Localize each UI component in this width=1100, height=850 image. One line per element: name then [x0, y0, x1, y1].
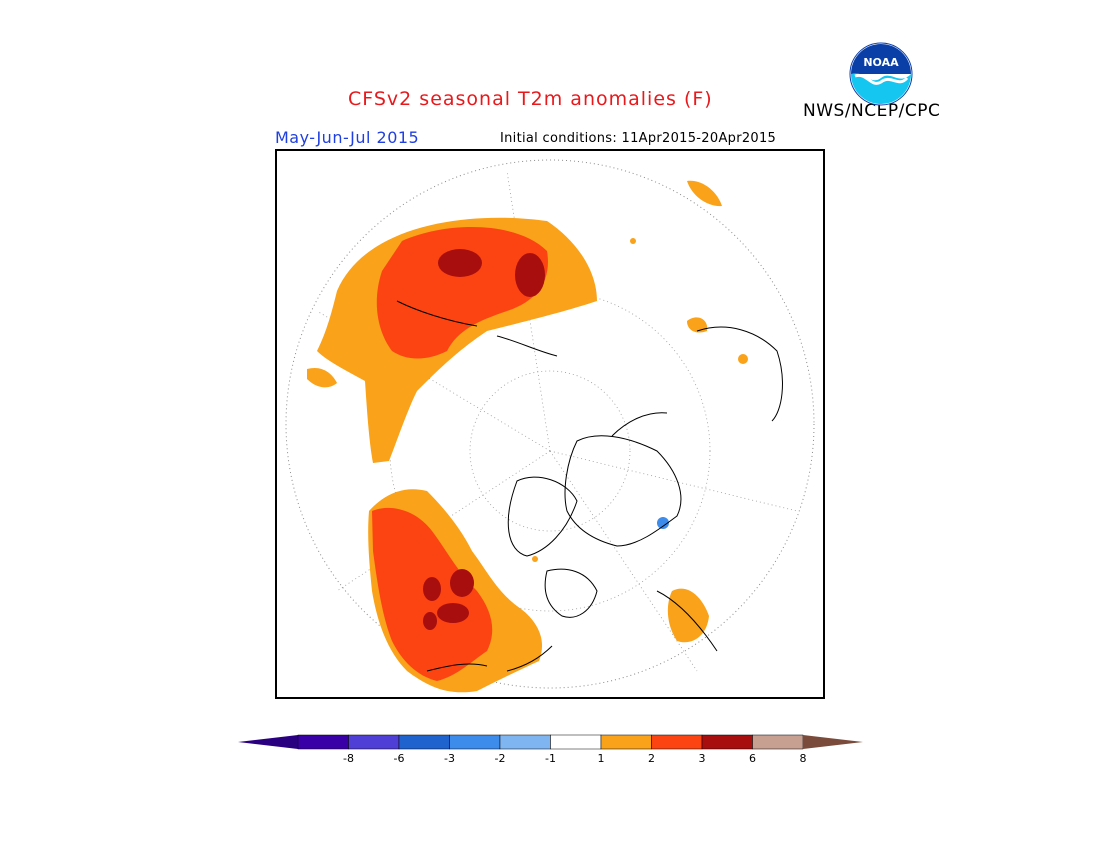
initial-conditions-label: Initial conditions: 11Apr2015-20Apr2015	[500, 131, 777, 146]
colorbar-bin	[651, 734, 703, 750]
colorbar-tick-label: 3	[698, 752, 706, 765]
colorbar-bin	[348, 734, 400, 750]
colorbar-bin	[752, 734, 804, 750]
colorbar-bin	[550, 734, 602, 750]
colorbar-tick-label: -1	[545, 752, 556, 765]
polar-map	[275, 149, 825, 699]
colorbar-tick-label: -6	[393, 752, 405, 765]
colorbar-tick-label: -8	[343, 752, 354, 765]
colorbar-tick-label: 8	[799, 752, 807, 765]
anomaly-eurasia	[307, 180, 748, 463]
organization-label: NWS/NCEP/CPC	[803, 101, 941, 121]
anomaly-negative-spot	[657, 517, 669, 529]
colorbar-tick-label: 6	[749, 752, 756, 765]
colorbar-end-high	[803, 735, 863, 749]
season-label: May-Jun-Jul 2015	[275, 128, 420, 147]
colorbar-bin	[297, 734, 349, 750]
coastlines	[396, 300, 783, 672]
colorbar-bins	[297, 734, 804, 750]
colorbar-tick-label: -3	[444, 752, 455, 765]
anomaly-north-america	[368, 489, 543, 693]
colorbar-bin	[600, 734, 652, 750]
polar-map-canvas	[285, 159, 815, 693]
colorbar-tick-label: -2	[494, 752, 506, 765]
colorbar-end-low	[238, 735, 298, 749]
colorbar-tick-label: 2	[648, 752, 655, 765]
colorbar-bin	[398, 734, 450, 750]
colorbar-bin	[701, 734, 753, 750]
colorbar-bin	[449, 734, 501, 750]
map-title: CFSv2 seasonal T2m anomalies (F)	[348, 88, 713, 110]
noaa-logo: NOAA	[849, 42, 913, 106]
colorbar	[238, 734, 863, 750]
colorbar-bin	[499, 734, 551, 750]
colorbar-tick-label: 1	[597, 752, 605, 765]
noaa-logo-text: NOAA	[863, 56, 899, 69]
